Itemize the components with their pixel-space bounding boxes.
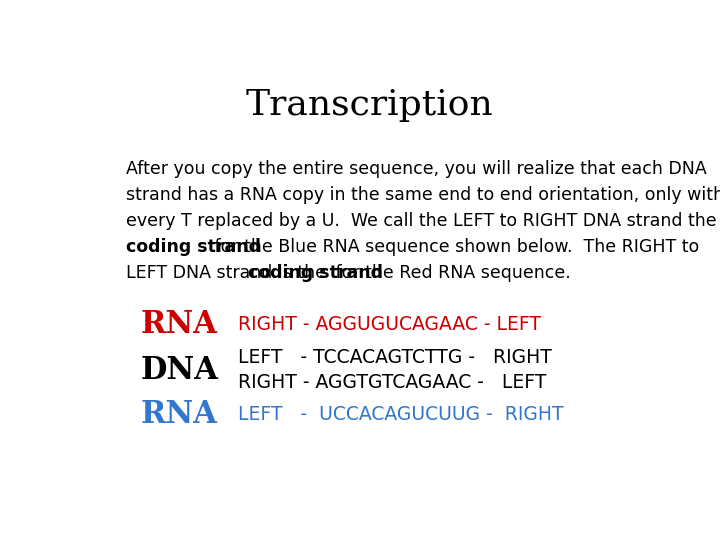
Text: RNA: RNA: [140, 399, 217, 430]
Text: LEFT   -  UCCACAGUCUUG -  RIGHT: LEFT - UCCACAGUCUUG - RIGHT: [238, 404, 564, 423]
Text: for the Red RNA sequence.: for the Red RNA sequence.: [330, 264, 571, 281]
Text: coding strand: coding strand: [126, 238, 261, 256]
Text: RIGHT - AGGUGUCAGAAC - LEFT: RIGHT - AGGUGUCAGAAC - LEFT: [238, 315, 541, 334]
Text: every T replaced by a U.  We call the LEFT to RIGHT DNA strand the: every T replaced by a U. We call the LEF…: [126, 212, 717, 230]
Text: RIGHT - AGGTGTCAGAAC -   LEFT: RIGHT - AGGTGTCAGAAC - LEFT: [238, 373, 546, 393]
Text: After you copy the entire sequence, you will realize that each DNA: After you copy the entire sequence, you …: [126, 160, 707, 178]
Text: DNA: DNA: [140, 355, 218, 386]
Text: Transcription: Transcription: [245, 87, 493, 122]
Text: coding strand: coding strand: [248, 264, 383, 281]
Text: RNA: RNA: [140, 309, 217, 340]
Text: for the Blue RNA sequence shown below.  The RIGHT to: for the Blue RNA sequence shown below. T…: [209, 238, 699, 256]
Text: LEFT DNA strand is the: LEFT DNA strand is the: [126, 264, 332, 281]
Text: strand has a RNA copy in the same end to end orientation, only with: strand has a RNA copy in the same end to…: [126, 186, 720, 204]
Text: LEFT   - TCCACAGTCTTG -   RIGHT: LEFT - TCCACAGTCTTG - RIGHT: [238, 348, 552, 367]
